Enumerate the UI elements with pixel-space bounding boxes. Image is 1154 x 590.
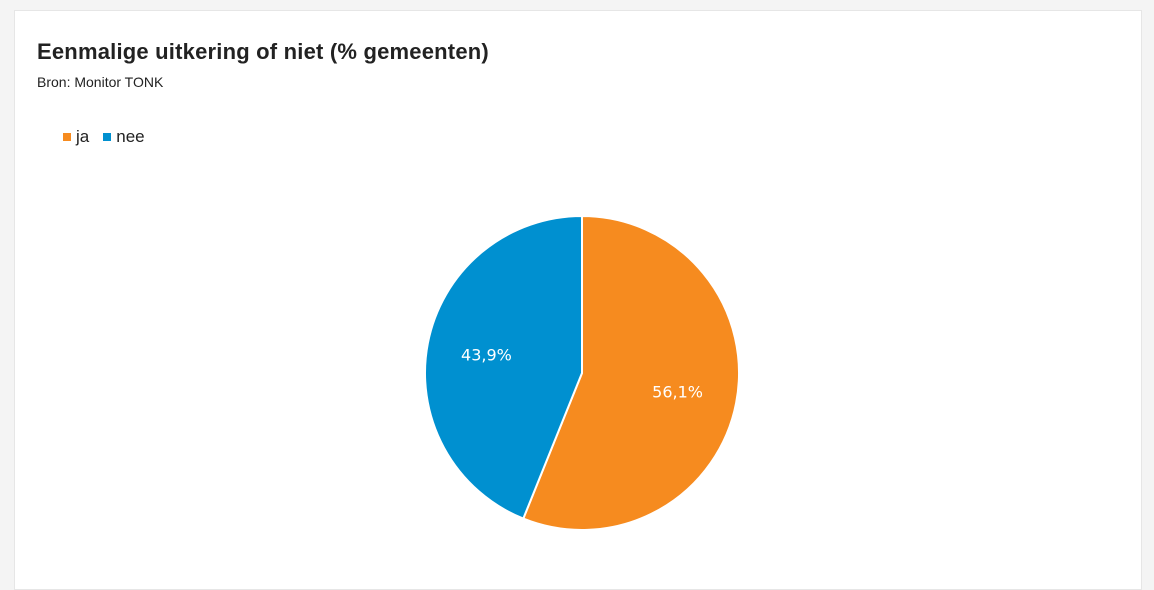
legend-label-ja: ja bbox=[76, 127, 90, 146]
legend-swatch-ja bbox=[63, 133, 71, 141]
pie-chart: 56,1% 43,9% bbox=[424, 214, 740, 531]
legend-item-nee[interactable]: nee bbox=[103, 127, 145, 147]
legend-label-nee: nee bbox=[116, 127, 145, 146]
legend: ja nee bbox=[63, 127, 159, 147]
pie-slice-ja[interactable] bbox=[521, 214, 740, 531]
data-label-nee: 43,9% bbox=[461, 345, 512, 364]
data-label-ja: 56,1% bbox=[652, 383, 703, 402]
chart-subtitle: Bron: Monitor TONK bbox=[37, 74, 164, 90]
legend-swatch-nee bbox=[103, 133, 112, 141]
pie-slice-nee[interactable] bbox=[424, 214, 583, 520]
legend-item-ja[interactable]: ja bbox=[63, 127, 89, 147]
chart-title: Eenmalige uitkering of niet (% gemeenten… bbox=[37, 39, 489, 64]
chart-card: Eenmalige uitkering of niet (% gemeenten… bbox=[14, 10, 1142, 590]
